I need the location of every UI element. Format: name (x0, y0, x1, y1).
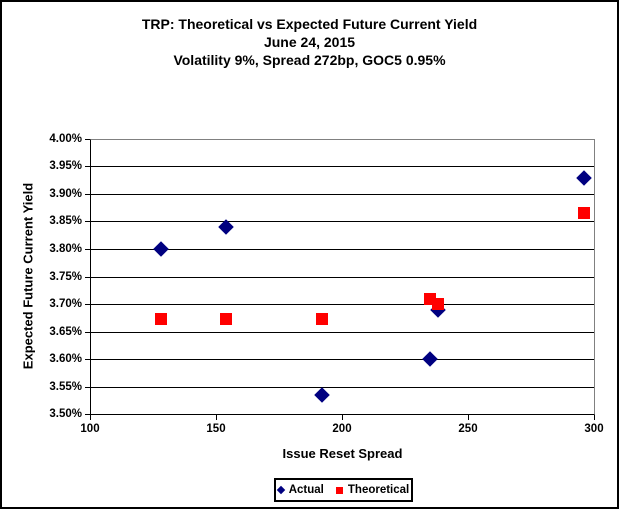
y-axis-tick-label: 3.55% (49, 381, 82, 393)
gridline-3.65% (91, 332, 594, 333)
plot-area (90, 139, 595, 415)
chart-title-block: TRP: Theoretical vs Expected Future Curr… (2, 15, 617, 69)
y-axis-tick (85, 359, 90, 360)
gridline-3.55% (91, 387, 594, 388)
x-axis-tick-label: 200 (332, 423, 352, 435)
x-axis-tick-label: 100 (80, 423, 100, 435)
y-axis-tick (85, 221, 90, 222)
data-point-theoretical (577, 206, 590, 219)
y-axis-tick (85, 414, 90, 415)
gridline-3.80% (91, 249, 594, 250)
legend-item-theoretical: Theoretical (335, 484, 410, 496)
gridline-3.70% (91, 304, 594, 305)
diamond-marker-icon (276, 485, 285, 495)
x-axis-title: Issue Reset Spread (282, 446, 403, 461)
y-axis-tick (85, 166, 90, 167)
chart-title-line1: TRP: Theoretical vs Expected Future Curr… (141, 16, 478, 32)
data-point-theoretical (154, 312, 167, 325)
chart-title-line2: June 24, 2015 (263, 34, 356, 50)
x-axis-tick-label: 300 (584, 423, 604, 435)
chart-title-line3: Volatility 9%, Spread 272bp, GOC5 0.95% (173, 52, 446, 68)
y-axis-tick (85, 332, 90, 333)
gridline-3.60% (91, 359, 594, 360)
y-axis-tick-label: 3.75% (49, 271, 82, 283)
data-point-theoretical (220, 312, 233, 325)
legend-item-actual: Actual (276, 484, 324, 496)
y-axis-tick-label: 3.95% (49, 160, 82, 172)
data-point-theoretical (431, 298, 444, 310)
y-axis-tick-label: 3.50% (49, 408, 82, 420)
x-axis-tick (216, 415, 217, 420)
gridline-3.85% (91, 221, 594, 222)
x-axis-tick (468, 415, 469, 420)
legend: Actual Theoretical (274, 478, 413, 502)
x-axis-tick-label: 250 (458, 423, 478, 435)
y-axis-tick (85, 277, 90, 278)
y-axis-tick-label: 3.80% (49, 243, 82, 255)
gridline-3.95% (91, 166, 594, 167)
y-axis-tick (85, 304, 90, 305)
y-axis-tick (85, 249, 90, 250)
y-axis-tick-label: 3.65% (49, 326, 82, 338)
y-axis-tick-label: 3.90% (49, 188, 82, 200)
y-axis-tick-label: 4.00% (49, 133, 82, 145)
x-axis-tick (90, 415, 91, 420)
data-point-theoretical (315, 312, 328, 325)
legend-label-theoretical: Theoretical (347, 484, 410, 496)
gridline-3.75% (91, 277, 594, 278)
y-axis-tick (85, 139, 90, 140)
y-axis-tick (85, 387, 90, 388)
x-axis-tick (342, 415, 343, 420)
square-marker-icon (335, 486, 343, 494)
y-axis-tick-label: 3.70% (49, 298, 82, 310)
y-axis-tick-label: 3.60% (49, 353, 82, 365)
x-axis-tick (594, 415, 595, 420)
gridline-3.90% (91, 194, 594, 195)
x-axis-tick-label: 150 (206, 423, 226, 435)
y-axis-tick (85, 194, 90, 195)
legend-label-actual: Actual (288, 484, 324, 496)
y-axis-tick-label: 3.85% (49, 215, 82, 227)
